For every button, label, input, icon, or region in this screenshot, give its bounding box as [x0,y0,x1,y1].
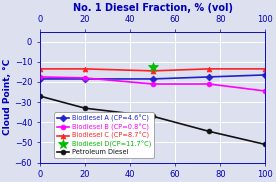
Biodiesel B (CP=0.8°C) [38,76,41,78]
Biodiesel B (CP=0.8°C) [207,83,211,85]
Line: Petroleum Diesel: Petroleum Diesel [37,94,268,147]
Petroleum Diesel [207,130,211,132]
Petroleum Diesel [83,107,87,109]
Biodiesel A (CP=4.6°C) [207,76,211,78]
Biodiesel B (CP=0.8°C) [264,90,267,92]
Biodiesel C (CP=8.7°C) [264,68,267,70]
Petroleum Diesel [38,95,41,97]
Biodiesel B (CP=0.8°C) [83,77,87,79]
Y-axis label: Cloud Point, °C: Cloud Point, °C [3,59,12,135]
Line: Biodiesel A (CP=4.6°C): Biodiesel A (CP=4.6°C) [37,72,268,81]
Biodiesel A (CP=4.6°C) [151,78,154,80]
Biodiesel C (CP=8.7°C) [151,70,154,72]
Biodiesel C (CP=8.7°C) [38,68,41,70]
Petroleum Diesel [151,115,154,117]
X-axis label: No. 1 Diesel Fraction, % (vol): No. 1 Diesel Fraction, % (vol) [73,3,233,13]
Biodiesel B (CP=0.8°C) [151,83,154,85]
Legend: Biodiesel A (CP=4.6°C), Biodiesel B (CP=0.8°C), Biodiesel C (CP=8.7°C), Biodiese: Biodiesel A (CP=4.6°C), Biodiesel B (CP=… [54,112,154,158]
Biodiesel A (CP=4.6°C) [38,78,41,80]
Line: Biodiesel B (CP=0.8°C): Biodiesel B (CP=0.8°C) [37,74,268,94]
Biodiesel A (CP=4.6°C) [264,74,267,76]
Biodiesel A (CP=4.6°C) [83,78,87,80]
Biodiesel C (CP=8.7°C) [207,68,211,70]
Line: Biodiesel C (CP=8.7°C): Biodiesel C (CP=8.7°C) [37,66,268,73]
Petroleum Diesel [264,143,267,146]
Biodiesel C (CP=8.7°C) [83,68,87,70]
